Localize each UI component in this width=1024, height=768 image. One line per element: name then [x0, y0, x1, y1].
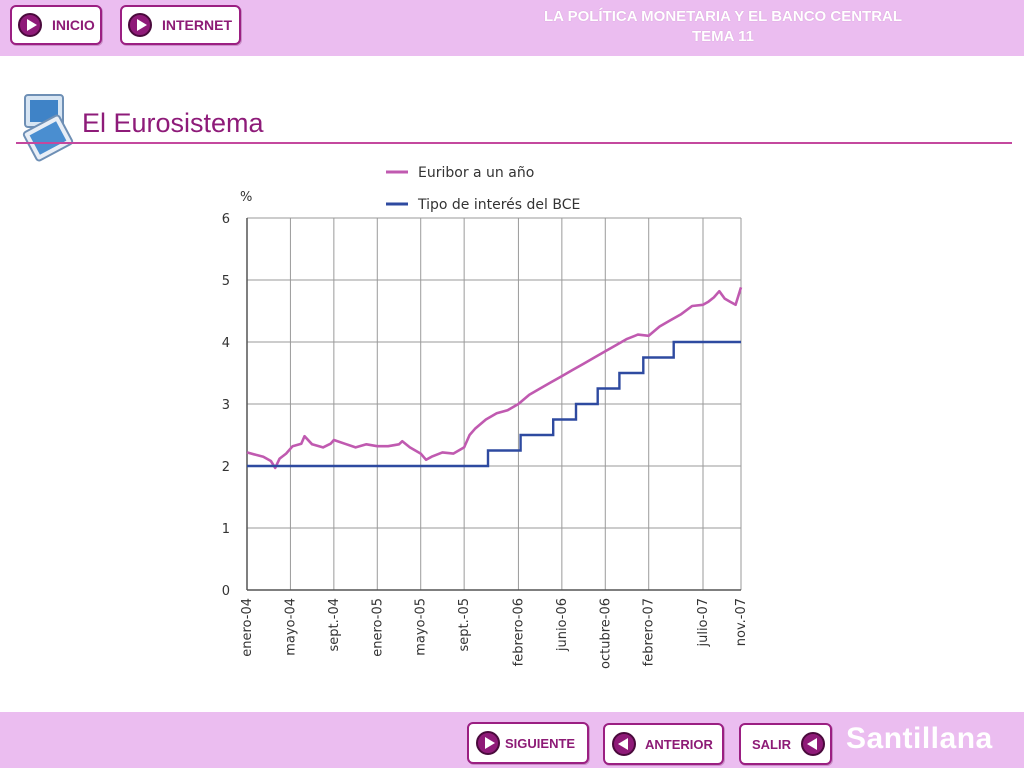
play-left-icon [801, 732, 825, 756]
y-tick-label: 6 [222, 212, 230, 227]
inicio-label: INICIO [52, 17, 95, 33]
interest-rate-chart: 0 1 2 3 4 5 6 enero-04 mayo-04 sept.-04 enero-05 ma… [222, 165, 749, 669]
x-tick-label: octubre-06 [598, 598, 613, 669]
y-tick-label: 4 [222, 336, 230, 351]
play-right-icon [18, 13, 42, 37]
header-title: LA POLÍTICA MONETARIA Y EL BANCO CENTRAL… [470, 7, 976, 47]
header-title-line2: TEMA 11 [692, 28, 754, 45]
anterior-label: ANTERIOR [645, 736, 713, 752]
internet-label: INTERNET [162, 17, 232, 33]
x-tick-label: sept.-05 [457, 598, 472, 652]
section-title: El Eurosistema [82, 108, 264, 138]
anterior-button[interactable]: ANTERIOR [603, 723, 724, 765]
y-tick-label: 5 [222, 274, 230, 289]
play-right-icon [128, 13, 152, 37]
x-tick-label: enero-05 [370, 598, 385, 657]
x-tick-label: julio-07 [696, 598, 711, 648]
legend-bce-label: Tipo de interés del BCE [417, 197, 580, 213]
header-title-line1: LA POLÍTICA MONETARIA Y EL BANCO CENTRAL [543, 8, 903, 25]
x-tick-label: febrero-06 [511, 598, 526, 666]
monitor-icon [22, 94, 74, 162]
series-euribor-line [246, 287, 743, 470]
x-tick-label: sept.-04 [327, 598, 342, 652]
x-tick-label: mayo-05 [414, 598, 429, 656]
series-bce-line [247, 340, 741, 468]
y-axis-unit: % [240, 190, 252, 205]
salir-button[interactable]: SALIR [739, 723, 832, 765]
siguiente-button[interactable]: SIGUIENTE [467, 722, 589, 764]
inicio-button[interactable]: INICIO [10, 5, 102, 45]
x-tick-label: junio-06 [555, 598, 570, 652]
internet-button[interactable]: INTERNET [120, 5, 241, 45]
x-tick-label: nov.-07 [734, 598, 749, 646]
santillana-logo: Santillana [846, 722, 993, 755]
siguiente-label: SIGUIENTE [505, 735, 576, 751]
y-tick-label: 3 [222, 398, 230, 413]
y-tick-label: 1 [222, 522, 230, 537]
y-tick-label: 2 [222, 460, 230, 475]
x-tick-label: mayo-04 [283, 598, 298, 656]
x-tick-label: enero-04 [240, 598, 255, 657]
y-tick-label: 0 [222, 584, 230, 599]
legend-euribor-label: Euribor a un año [418, 165, 534, 181]
section-divider [16, 142, 1012, 144]
play-left-icon [612, 732, 636, 756]
salir-label: SALIR [752, 736, 791, 752]
play-right-icon [476, 731, 500, 755]
x-tick-label: febrero-07 [642, 598, 657, 666]
